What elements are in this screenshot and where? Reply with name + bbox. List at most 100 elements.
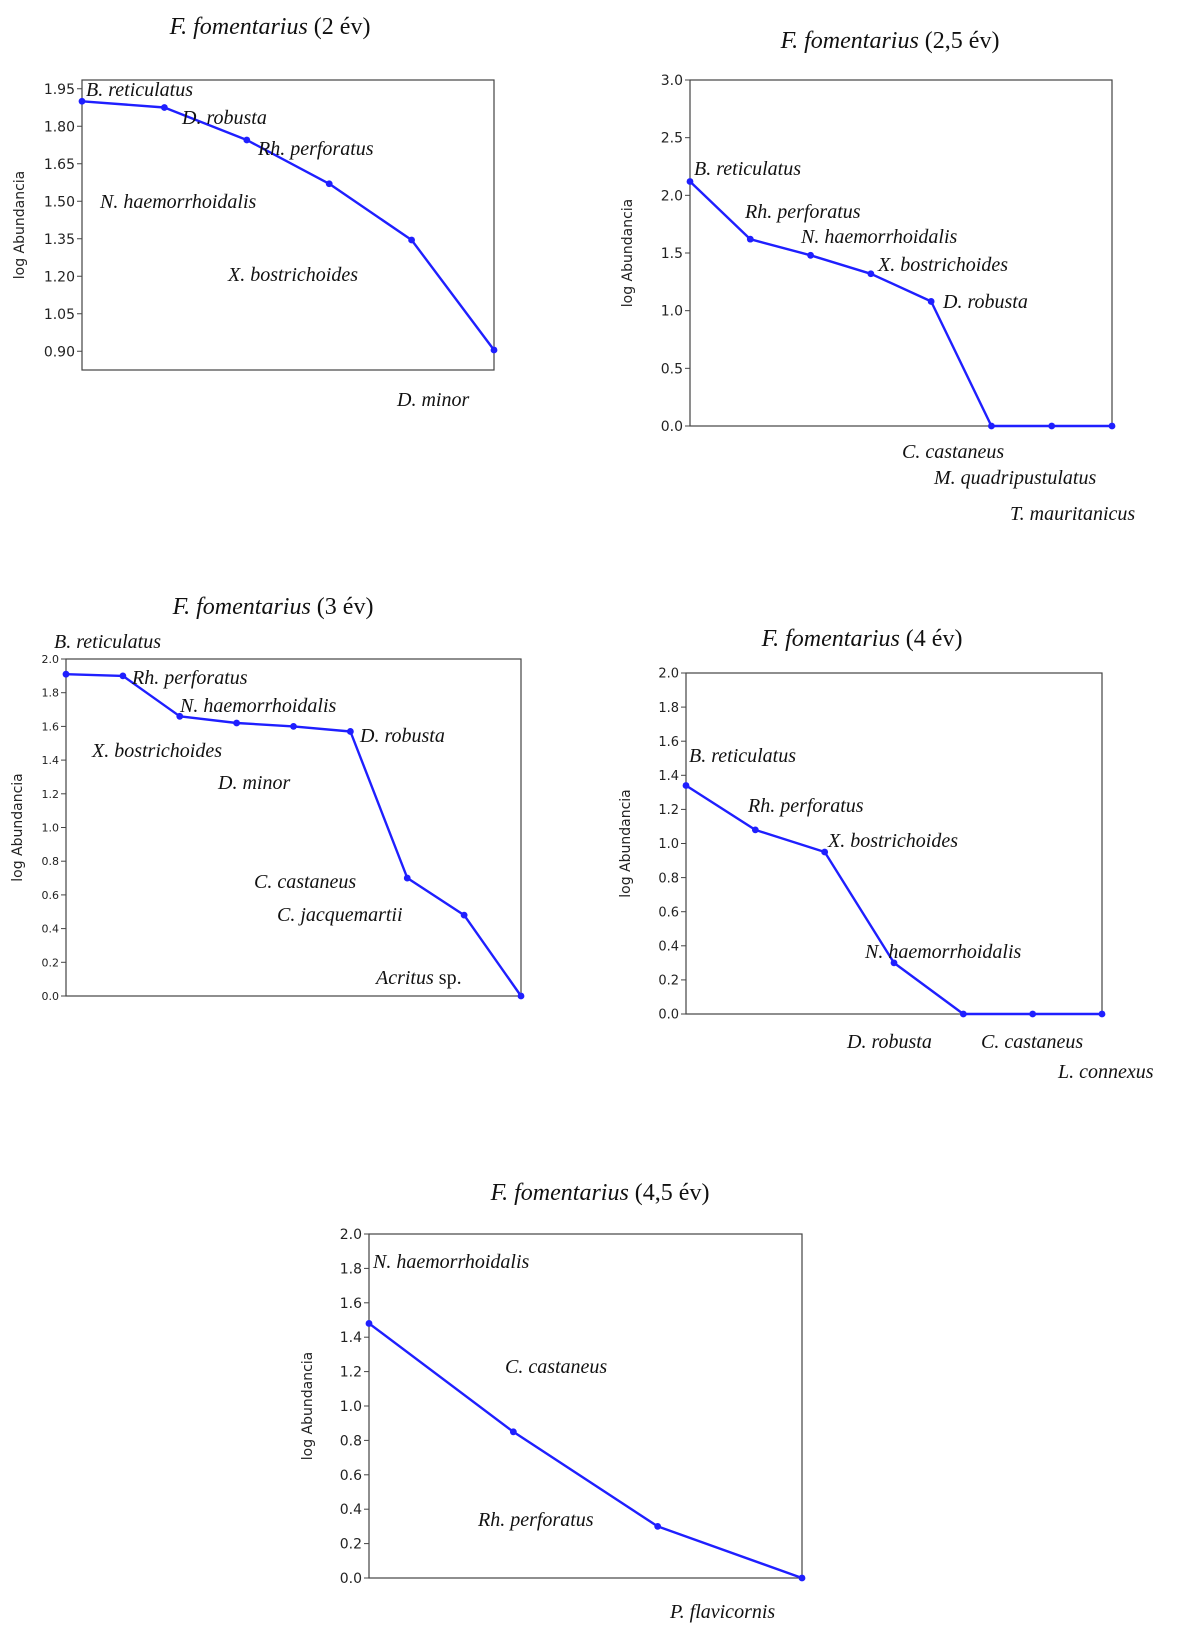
data-point — [161, 104, 168, 111]
data-point — [78, 97, 86, 105]
y-tick-label: 2.5 — [661, 131, 683, 147]
y-axis-label: log Abundancia — [618, 789, 634, 898]
data-point — [408, 236, 415, 244]
point-label: D. minor — [217, 772, 290, 794]
point-label: C. jacquemartii — [277, 904, 403, 926]
y-tick-label: 0.4 — [340, 1502, 362, 1518]
y-tick-label: 1.0 — [340, 1399, 362, 1415]
y-tick-label: 1.0 — [661, 304, 683, 320]
data-point — [1048, 422, 1056, 430]
y-tick-label: 0.4 — [42, 923, 60, 936]
y-axis-label: log Abundancia — [300, 1352, 316, 1461]
point-label: X. bostrichoides — [227, 264, 358, 286]
chart-title: F. fomentarius (3 év) — [172, 594, 374, 620]
data-point — [682, 782, 690, 789]
data-point — [1098, 1010, 1106, 1018]
y-tick-label: 1.4 — [42, 754, 60, 767]
y-tick-label: 0.0 — [340, 1571, 362, 1587]
data-point — [62, 670, 70, 678]
point-label: X. bostrichoides — [91, 740, 222, 762]
data-point — [807, 251, 814, 259]
y-tick-label: 1.35 — [44, 232, 75, 248]
point-label: C. castaneus — [254, 871, 356, 893]
point-label: N. haemorrhoidalis — [179, 695, 337, 717]
data-point — [1108, 422, 1116, 430]
y-tick-label: 0.2 — [340, 1537, 362, 1553]
y-tick-label: 2.0 — [661, 188, 683, 204]
y-tick-label: 1.4 — [658, 769, 679, 784]
point-label: B. reticulatus — [54, 631, 161, 653]
point-label: D. robusta — [181, 107, 267, 129]
data-point — [959, 1010, 967, 1018]
data-point — [365, 1320, 373, 1327]
data-point — [654, 1523, 662, 1530]
y-tick-label: 1.5 — [661, 246, 683, 262]
data-point — [1029, 1010, 1037, 1018]
y-tick-label: 2.0 — [658, 667, 679, 682]
y-tick-label: 1.65 — [44, 157, 75, 173]
chart-4: F. fomentarius (4 év) 2.0 1.8 1.6 1.4 1.2 1.0 0… — [618, 626, 1154, 1083]
y-tick-label: 1.2 — [340, 1365, 362, 1381]
point-label: Rh. perforatus — [747, 795, 864, 817]
data-point — [403, 874, 411, 882]
series-line — [65, 673, 522, 997]
point-label: Rh. perforatus — [131, 667, 248, 689]
data-point — [821, 848, 829, 856]
point-label: D. minor — [396, 389, 469, 411]
y-tick-label: 0.8 — [658, 871, 679, 886]
y-tick-label: 1.4 — [340, 1330, 362, 1346]
y-tick-label: 0.0 — [661, 419, 683, 435]
data-point — [119, 672, 127, 680]
series-line — [689, 180, 1112, 428]
y-tick-label: 1.2 — [42, 788, 60, 801]
y-tick-label: 1.95 — [44, 82, 75, 98]
y-tick-label: 1.80 — [44, 119, 75, 135]
series-line — [81, 100, 495, 351]
chart-title: F. fomentarius (2 év) — [169, 14, 371, 40]
data-point — [798, 1574, 806, 1582]
data-point — [686, 178, 694, 185]
point-label: B. reticulatus — [689, 745, 796, 767]
y-tick-label: 1.8 — [658, 701, 679, 716]
data-point — [325, 180, 333, 188]
data-point — [988, 422, 995, 430]
data-point — [346, 728, 354, 735]
plot-frame — [689, 79, 1113, 427]
point-label: B. reticulatus — [86, 79, 193, 101]
point-label: C. castaneus — [902, 441, 1004, 463]
data-point — [746, 235, 754, 243]
y-tick-label: 0.8 — [42, 855, 60, 868]
point-label: D. robusta — [359, 725, 445, 747]
y-tick-label: 0.4 — [658, 939, 679, 954]
point-label: Rh. perforatus — [477, 1509, 594, 1531]
chart-title: F. fomentarius (4,5 év) — [490, 1180, 710, 1206]
chart-3: F. fomentarius (3 év) 2.0 1.8 1.6 1.4 1.2 1.0 0… — [10, 594, 525, 1003]
plot-frame — [81, 79, 495, 371]
point-label: C. castaneus — [981, 1031, 1083, 1053]
point-label: D. robusta — [846, 1031, 932, 1053]
point-label: D. robusta — [942, 291, 1028, 313]
y-axis-label: log Abundancia — [12, 171, 28, 280]
chart-5: F. fomentarius (4,5 év) 2.0 1.8 1.6 1.4 1.2 1.… — [300, 1180, 806, 1623]
y-tick-label: 1.0 — [658, 837, 679, 852]
y-tick-label: 0.8 — [340, 1433, 362, 1449]
y-tick-label: 1.8 — [42, 687, 60, 700]
y-tick-label: 1.6 — [658, 735, 679, 750]
y-tick-label: 0.0 — [658, 1008, 679, 1023]
y-tick-label: 2.0 — [42, 653, 60, 666]
point-label: N. haemorrhoidalis — [99, 191, 257, 213]
y-tick-label: 0.90 — [44, 344, 75, 360]
data-point — [890, 959, 898, 967]
data-point — [233, 719, 241, 727]
y-axis-label: log Abundancia — [620, 199, 636, 308]
y-tick-label: 0.0 — [42, 990, 60, 1003]
point-label: N. haemorrhoidalis — [372, 1251, 530, 1273]
point-label: N. haemorrhoidalis — [800, 226, 958, 248]
y-tick-label: 0.6 — [42, 889, 60, 902]
y-tick-label: 1.0 — [42, 821, 60, 834]
chart-1: F. fomentarius (2 év) 1.95 1.80 1.65 1.50 1.3… — [12, 14, 498, 411]
series-line — [368, 1322, 803, 1580]
point-label: B. reticulatus — [694, 158, 801, 180]
y-tick-label: 0.2 — [42, 956, 60, 969]
